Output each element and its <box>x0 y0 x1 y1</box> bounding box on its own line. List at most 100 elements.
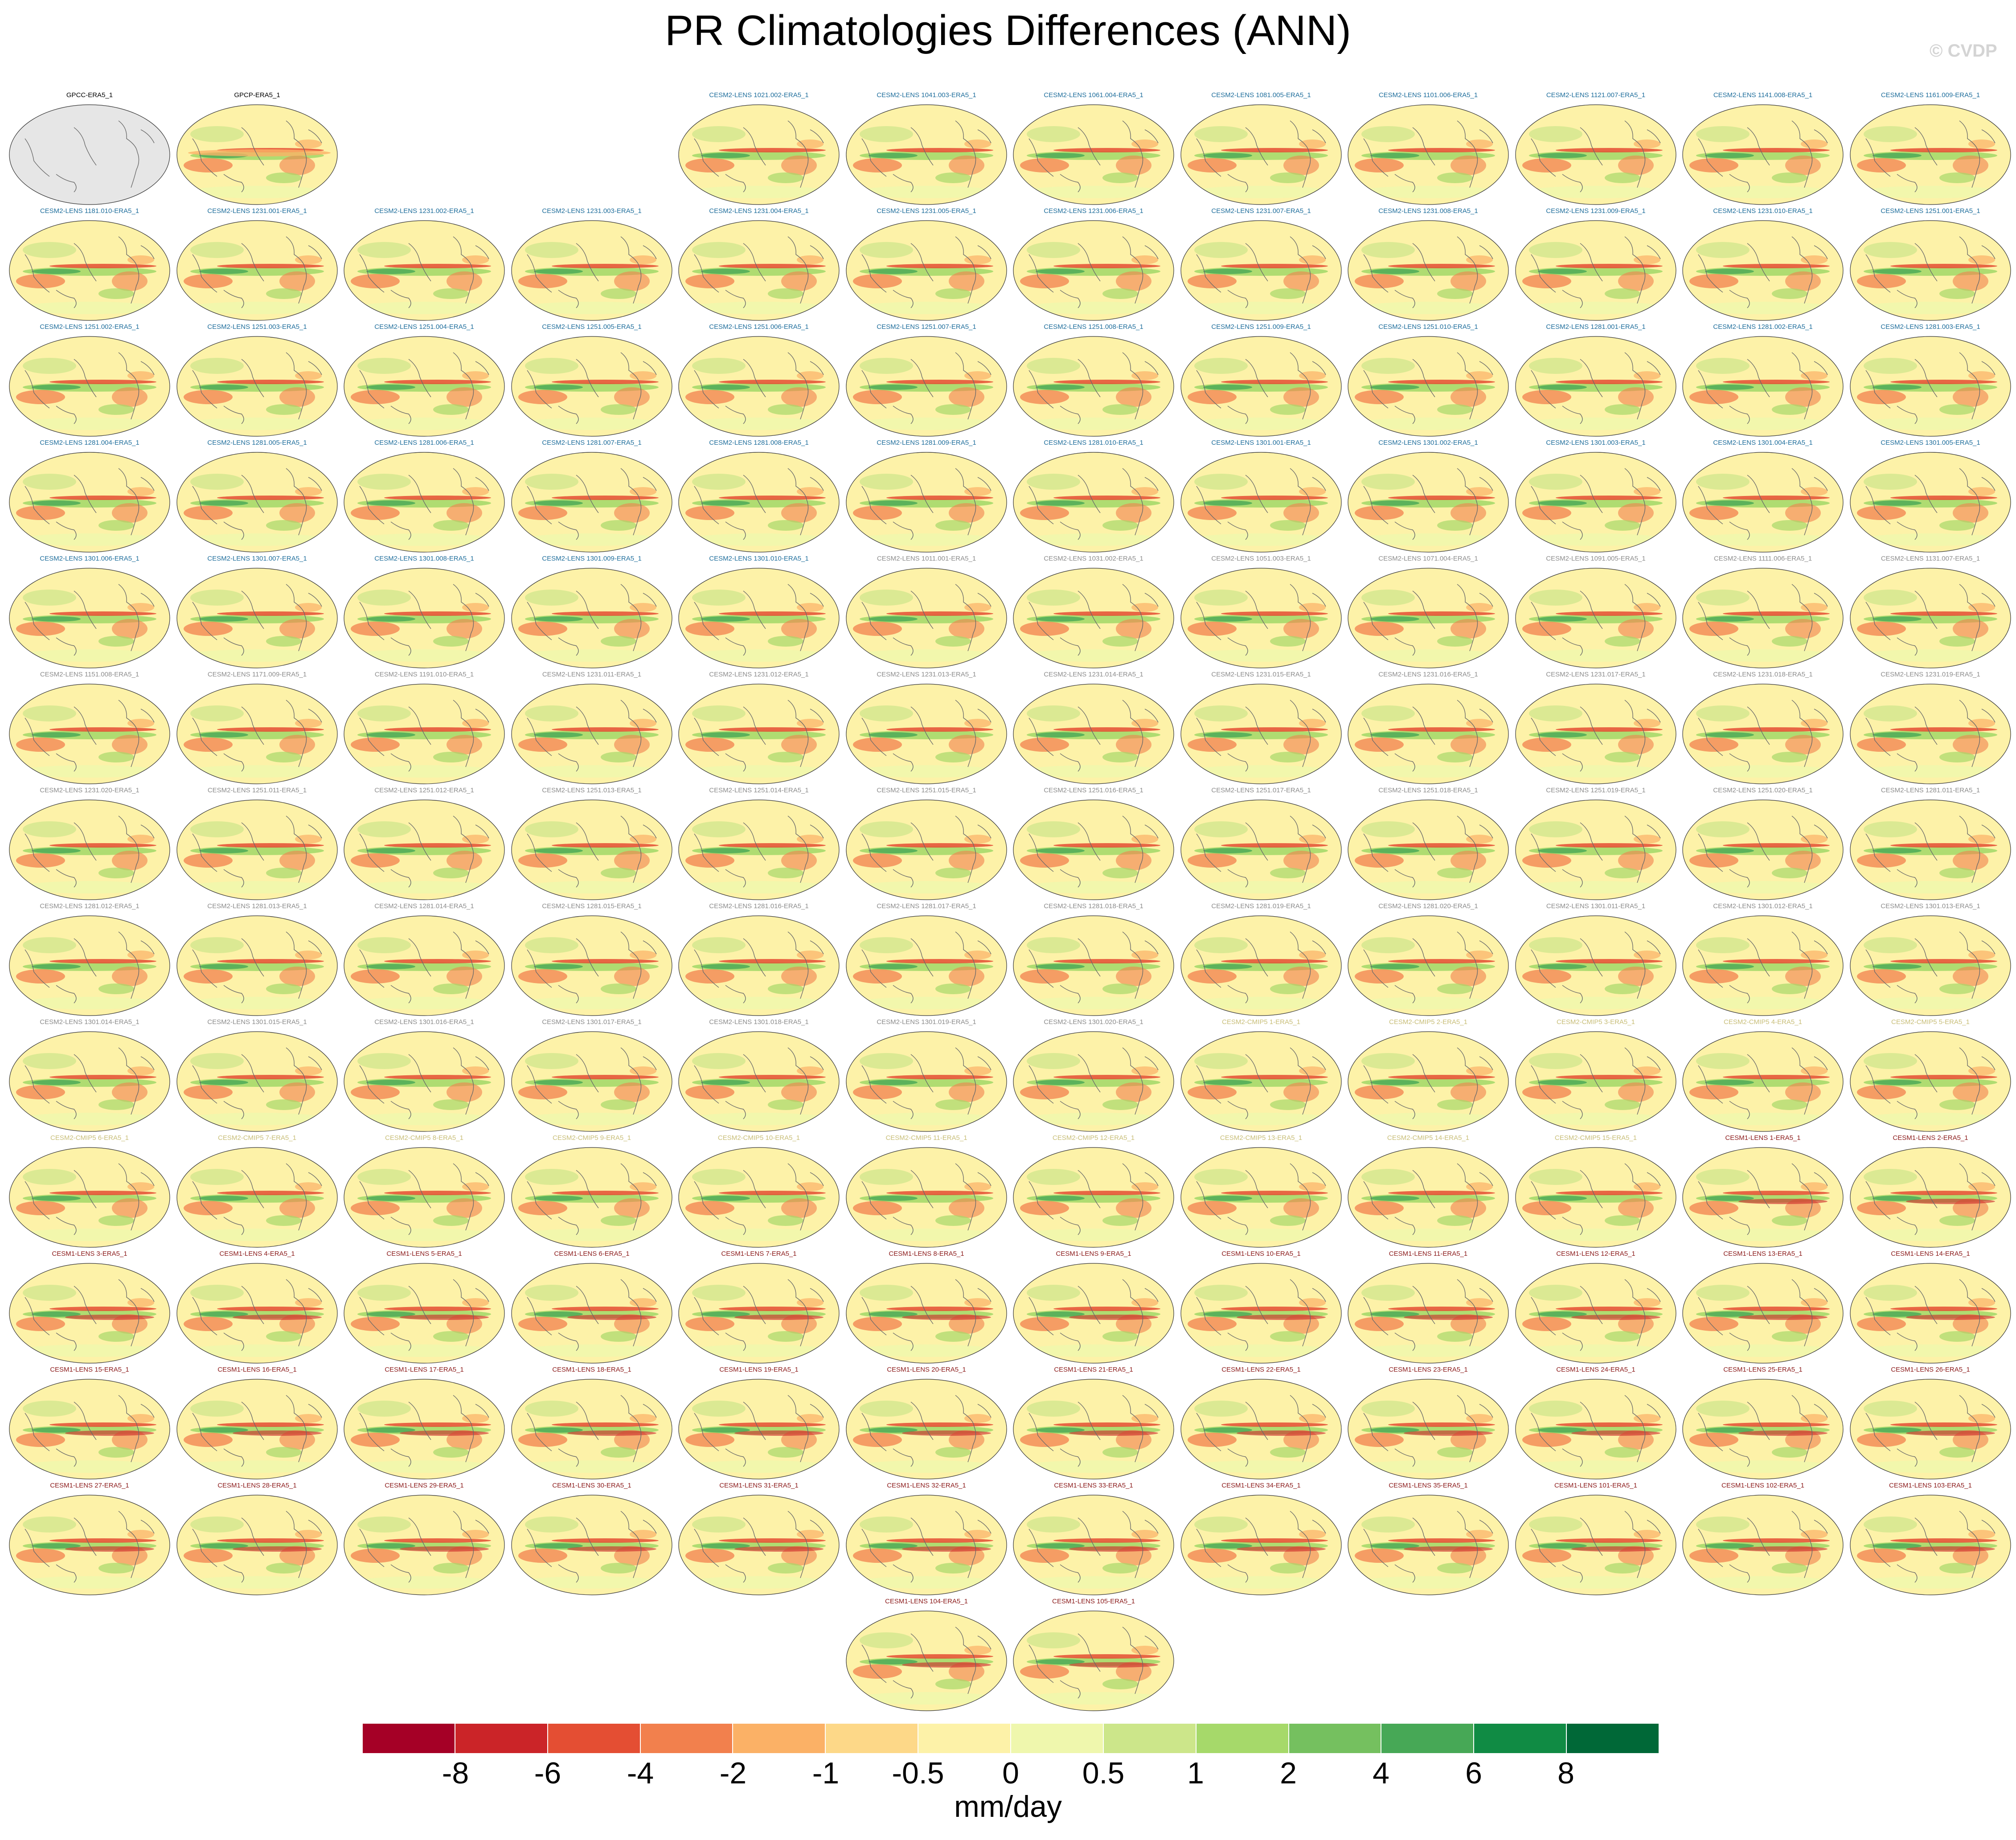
panel-map <box>176 1031 338 1132</box>
colorbar-tick-label: 6 <box>1465 1756 1482 1790</box>
panel-map <box>1013 104 1174 205</box>
map-panel: CESM1-LENS 21-ERA5_1 <box>1011 1366 1176 1486</box>
panel-title: CESM2-LENS 1231.011-ERA5_1 <box>542 671 642 678</box>
panel-map <box>1180 336 1342 437</box>
map-panel: CESM2-LENS 1251.003-ERA5_1 <box>175 323 340 443</box>
panel-map <box>1348 915 1509 1016</box>
map-panel: CESM2-LENS 1281.014-ERA5_1 <box>342 902 507 1023</box>
panel-title: CESM2-LENS 1281.012-ERA5_1 <box>40 902 139 910</box>
panel-map <box>344 1263 505 1364</box>
map-panel: CESM1-LENS 15-ERA5_1 <box>7 1366 172 1486</box>
colorbar <box>363 1724 1659 1753</box>
panel-title: CESM2-CMIP5 1-ERA5_1 <box>1222 1018 1300 1026</box>
panel-map <box>1850 220 2011 321</box>
map-panel: CESM2-LENS 1231.017-ERA5_1 <box>1513 671 1678 791</box>
colorbar-tick-label: 2 <box>1280 1756 1297 1790</box>
panel-map <box>1348 1263 1509 1364</box>
panel-title: CESM2-LENS 1251.002-ERA5_1 <box>40 323 139 331</box>
colorbar-tick-label: 8 <box>1557 1756 1574 1790</box>
panel-map <box>678 568 840 668</box>
panel-title: CESM1-LENS 21-ERA5_1 <box>1054 1366 1133 1373</box>
panel-title: CESM2-LENS 1301.009-ERA5_1 <box>542 555 642 562</box>
map-panel: CESM2-LENS 1231.005-ERA5_1 <box>844 207 1009 328</box>
panel-map <box>1348 104 1509 205</box>
map-panel: CESM2-LENS 1131.007-ERA5_1 <box>1848 555 2013 675</box>
map-panel: CESM2-LENS 1301.007-ERA5_1 <box>175 555 340 675</box>
map-panel: CESM2-LENS 1301.010-ERA5_1 <box>676 555 841 675</box>
panel-map <box>846 220 1007 321</box>
panel-map <box>846 1495 1007 1595</box>
panel-map <box>1515 915 1676 1016</box>
panel-title: CESM2-LENS 1231.010-ERA5_1 <box>1713 207 1813 215</box>
panel-map <box>1850 568 2011 668</box>
map-panel: CESM2-LENS 1281.017-ERA5_1 <box>844 902 1009 1023</box>
panel-map <box>1850 684 2011 784</box>
panel-map <box>9 568 170 668</box>
map-panel: CESM2-CMIP5 6-ERA5_1 <box>7 1134 172 1254</box>
map-panel: CESM2-LENS 1011.001-ERA5_1 <box>844 555 1009 675</box>
map-panel: GPCC-ERA5_1 <box>7 91 172 212</box>
map-panel: CESM2-LENS 1301.009-ERA5_1 <box>509 555 674 675</box>
panel-map <box>846 1147 1007 1248</box>
panel-map <box>9 1031 170 1132</box>
panel-map <box>846 1611 1007 1711</box>
map-panel: CESM2-LENS 1281.001-ERA5_1 <box>1513 323 1678 443</box>
map-panel: CESM2-LENS 1301.001-ERA5_1 <box>1179 439 1344 559</box>
map-panel: CESM2-CMIP5 7-ERA5_1 <box>175 1134 340 1254</box>
panel-title: CESM2-LENS 1231.013-ERA5_1 <box>877 671 976 678</box>
panel-title: CESM2-LENS 1281.017-ERA5_1 <box>877 902 976 910</box>
map-panel: CESM1-LENS 4-ERA5_1 <box>175 1250 340 1370</box>
panel-map <box>511 568 672 668</box>
panel-title: CESM2-LENS 1281.011-ERA5_1 <box>1881 787 1980 794</box>
colorbar-tick-label: -2 <box>719 1756 747 1790</box>
panel-map <box>1013 684 1174 784</box>
map-panel: CESM2-LENS 1251.004-ERA5_1 <box>342 323 507 443</box>
panel-title: CESM2-LENS 1251.019-ERA5_1 <box>1546 787 1646 794</box>
panel-title: CESM2-CMIP5 11-ERA5_1 <box>885 1134 967 1142</box>
panel-title: CESM1-LENS 34-ERA5_1 <box>1221 1482 1301 1489</box>
panel-title: CESM2-LENS 1301.017-ERA5_1 <box>542 1018 642 1026</box>
colorbar-box <box>1103 1724 1196 1753</box>
panel-title: GPCC-ERA5_1 <box>66 91 113 99</box>
panel-title: CESM2-LENS 1081.005-ERA5_1 <box>1211 91 1311 99</box>
panel-map <box>176 915 338 1016</box>
map-panel: CESM1-LENS 103-ERA5_1 <box>1848 1482 2013 1602</box>
panel-map <box>1013 1263 1174 1364</box>
map-panel: CESM2-LENS 1251.012-ERA5_1 <box>342 787 507 907</box>
panel-title: CESM2-LENS 1301.008-ERA5_1 <box>374 555 474 562</box>
panel-title: CESM2-CMIP5 15-ERA5_1 <box>1554 1134 1637 1142</box>
panel-title: CESM2-LENS 1101.006-ERA5_1 <box>1378 91 1478 99</box>
map-panel: CESM2-LENS 1251.015-ERA5_1 <box>844 787 1009 907</box>
panel-title: CESM2-LENS 1041.003-ERA5_1 <box>877 91 976 99</box>
panel-title: CESM2-LENS 1161.009-ERA5_1 <box>1881 91 1980 99</box>
map-panel: CESM1-LENS 26-ERA5_1 <box>1848 1366 2013 1486</box>
panel-title: CESM2-LENS 1231.020-ERA5_1 <box>40 787 139 794</box>
panel-map <box>1180 568 1342 668</box>
map-panel: CESM2-LENS 1231.007-ERA5_1 <box>1179 207 1344 328</box>
panel-map <box>344 915 505 1016</box>
panel-map <box>1682 1031 1844 1132</box>
map-panel: CESM2-LENS 1251.009-ERA5_1 <box>1179 323 1344 443</box>
panel-title: CESM2-LENS 1281.003-ERA5_1 <box>1881 323 1980 331</box>
panel-map <box>511 220 672 321</box>
colorbar-box <box>1381 1724 1475 1753</box>
map-panel: CESM1-LENS 5-ERA5_1 <box>342 1250 507 1370</box>
colorbar-tick-label: -0.5 <box>892 1756 944 1790</box>
panel-title: CESM2-LENS 1231.017-ERA5_1 <box>1546 671 1646 678</box>
panel-title: CESM1-LENS 103-ERA5_1 <box>1889 1482 1972 1489</box>
panel-map <box>1850 915 2011 1016</box>
panel-title: CESM2-LENS 1051.003-ERA5_1 <box>1211 555 1311 562</box>
panel-title: CESM2-LENS 1281.016-ERA5_1 <box>709 902 809 910</box>
panel-map <box>678 915 840 1016</box>
map-panel: CESM2-LENS 1121.007-ERA5_1 <box>1513 91 1678 212</box>
panel-title: CESM2-LENS 1231.003-ERA5_1 <box>542 207 642 215</box>
panel-map <box>511 799 672 900</box>
panel-map <box>1682 220 1844 321</box>
map-panel: CESM2-LENS 1081.005-ERA5_1 <box>1179 91 1344 212</box>
map-panel: CESM2-CMIP5 12-ERA5_1 <box>1011 1134 1176 1254</box>
panel-map <box>9 1495 170 1595</box>
panel-title: CESM2-LENS 1251.010-ERA5_1 <box>1378 323 1478 331</box>
panel-map <box>1850 336 2011 437</box>
map-panel: CESM2-LENS 1251.001-ERA5_1 <box>1848 207 2013 328</box>
